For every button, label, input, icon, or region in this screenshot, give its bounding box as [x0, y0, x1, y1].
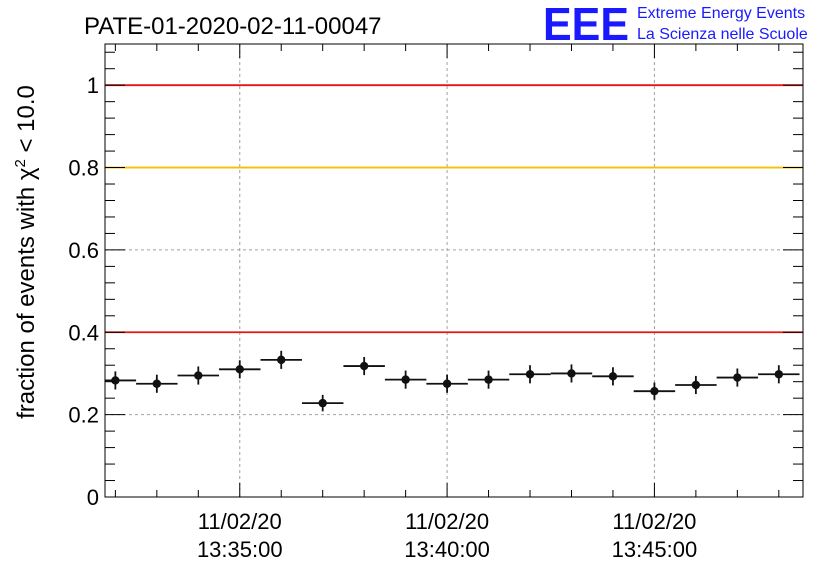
y-tick-label: 0 [87, 485, 99, 510]
y-tick-label: 0.8 [68, 156, 99, 181]
y-axis-label: fraction of events with χ2 < 10.0 [12, 85, 40, 419]
data-point [650, 386, 659, 396]
y-tick-label: 0.6 [68, 238, 99, 263]
data-point [525, 370, 535, 379]
data-point [484, 375, 493, 384]
data-point [359, 361, 369, 371]
data-point [111, 376, 120, 385]
data-point [401, 375, 410, 384]
axis-ticks [105, 44, 803, 498]
data-point [774, 370, 784, 379]
x-tick-label-time: 13:45:00 [612, 537, 698, 562]
x-tick-label-date: 11/02/20 [612, 509, 696, 534]
data-point [608, 372, 618, 381]
logo-line-1: Extreme Energy Events [637, 5, 805, 22]
y-tick-labels: 0 0.2 0.4 0.6 0.8 1 [68, 73, 99, 510]
x-tick-label-date: 11/02/20 [405, 509, 489, 534]
data-point [567, 369, 576, 378]
grid-lines [105, 44, 803, 497]
data-point [733, 373, 742, 382]
data-point [152, 379, 162, 388]
x-tick-labels: 11/02/20 13:35:00 11/02/20 13:40:00 11/02/20… [197, 509, 697, 562]
x-tick-label-time: 13:35:00 [197, 537, 283, 562]
data-points [105, 350, 800, 412]
x-tick-label-date: 11/02/20 [198, 509, 282, 534]
data-point [277, 355, 286, 365]
plot-frame [104, 43, 804, 498]
data-point [442, 379, 452, 388]
eee-logo: EEE Extreme Energy Events La Scienza nel… [543, 0, 808, 50]
y-tick-label: 0.4 [68, 320, 99, 345]
y-tick-label: 1 [87, 73, 99, 98]
data-point [235, 365, 244, 374]
logo-mark: EEE [543, 0, 629, 50]
data-point [194, 371, 203, 380]
y-tick-label: 0.2 [68, 403, 99, 428]
logo-line-2: La Scienza nelle Scuole [637, 26, 808, 43]
reference-lines [105, 84, 803, 334]
data-point [318, 398, 327, 408]
data-point [691, 380, 701, 390]
chart-title: PATE-01-2020-02-11-00047 [84, 13, 382, 40]
x-tick-label-time: 13:40:00 [404, 537, 490, 562]
